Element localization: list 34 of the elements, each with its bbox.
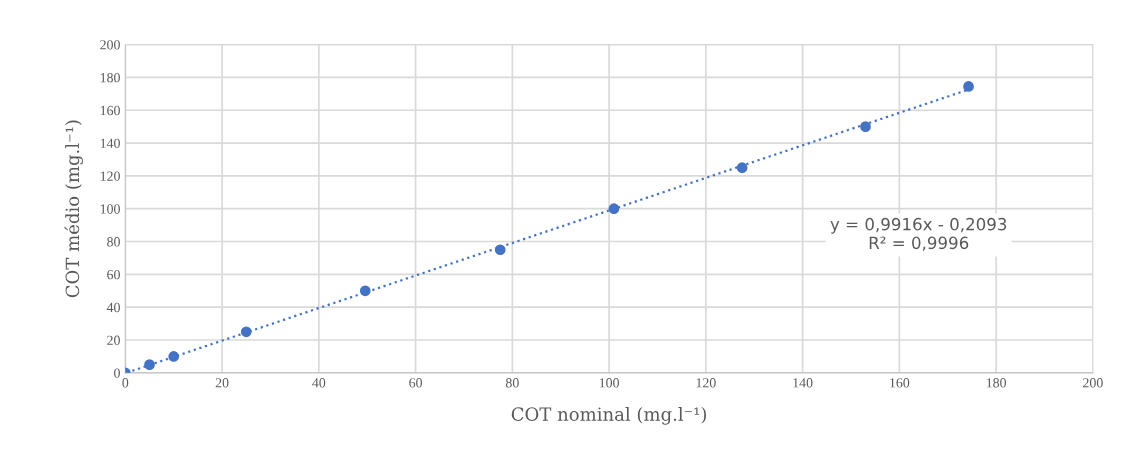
y-tick-label: 180 [100,72,120,83]
x-tick-label: 180 [986,378,1006,388]
y-tick-label: 80 [107,237,120,247]
x-tick-label: 40 [312,378,326,388]
x-tick-label: 120 [696,378,716,388]
point [860,121,871,132]
point [168,351,180,362]
point [608,203,620,215]
point [494,244,506,256]
annotation: y = 0,9916x - 0,2093 R² = 0,9996 [830,217,1007,251]
x-tick-label: 0 [122,378,129,388]
x-tick-label: 60 [409,378,422,388]
point [736,162,748,174]
x-axis-title: COT nominal (mg.l⁻¹) [511,406,707,425]
y-tick-label: 160 [100,105,120,116]
y-tick-label: 60 [107,269,120,280]
y-tick-label: 120 [100,171,120,181]
x-tick-label: 20 [215,378,229,388]
point [359,285,371,297]
y-tick-label: 200 [100,40,120,50]
x-tick-label: 100 [599,378,619,388]
x-tick-label: 200 [1083,378,1103,388]
point [144,359,155,371]
y-axis-title: COT médio (mg.l⁻¹) [64,120,83,298]
x-tick-label: 140 [793,378,813,388]
point [240,326,252,338]
point [963,81,974,92]
y-tick-label: 20 [107,335,120,345]
x-tick-label: 80 [505,378,519,388]
y-tick-label: 40 [106,302,120,313]
y-tick-label: 0 [114,368,120,378]
x-tick-label: 160 [890,378,910,388]
y-tick-label: 100 [100,204,120,214]
y-tick-label: 140 [100,138,120,148]
